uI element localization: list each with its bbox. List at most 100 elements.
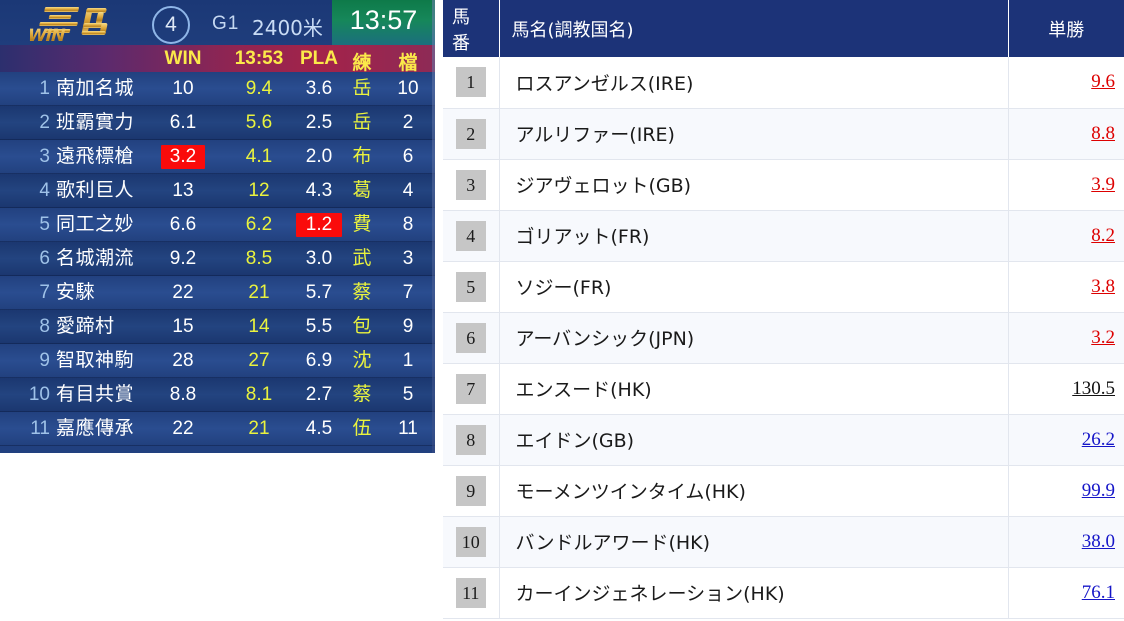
board-row-gate: 11 — [398, 418, 418, 439]
entry-row-odds-cell: 38.0 — [1008, 516, 1124, 568]
entry-table-row: 8 エイドン(GB) 26.2 — [443, 414, 1124, 466]
board-row-number: 4 — [39, 180, 50, 201]
board-row-horse-name: 歌利巨人 — [56, 179, 135, 201]
board-row-trainer: 蔡 — [352, 281, 372, 303]
header-win-odds: 単勝 — [1008, 0, 1124, 57]
win-odds-link[interactable]: 9.6 — [1091, 71, 1115, 93]
board-row-horse-name: 班霸實力 — [56, 111, 135, 133]
board-row-win-odds: 28 — [172, 350, 194, 371]
win-odds-link[interactable]: 3.8 — [1091, 275, 1115, 297]
win-odds-link[interactable]: 130.5 — [1072, 377, 1115, 399]
entry-row-odds-cell: 3.9 — [1008, 159, 1124, 211]
current-time: 13:57 — [349, 5, 418, 35]
entry-row-odds-cell: 76.1 — [1008, 567, 1124, 619]
board-row-gate: 5 — [402, 384, 414, 405]
entry-row-number-cell: 5 — [443, 261, 500, 313]
board-row-horse-name: 名城潮流 — [56, 247, 135, 269]
board-row-gate: 6 — [402, 146, 414, 167]
board-row-horse-name: 南加名城 — [56, 77, 135, 99]
board-row-prev-odds: 27 — [248, 350, 270, 371]
board-row: 5 同工之妙 6.6 6.2 1.2 費 8 — [0, 208, 435, 242]
entry-row-number-cell: 8 — [443, 414, 500, 466]
board-row-number: 5 — [39, 214, 50, 235]
board-row-trainer: 沈 — [352, 349, 372, 371]
board-column-header: WIN 13:53 PLA 練 檔 — [0, 45, 435, 74]
win-odds-link[interactable]: 3.2 — [1091, 326, 1115, 348]
board-row: 11 嘉應傳承 22 21 4.5 伍 11 — [0, 412, 435, 446]
entry-table-row: 9 モーメンツインタイム(HK) 99.9 — [443, 465, 1124, 517]
board-row: 7 安騋 22 21 5.7 蔡 7 — [0, 276, 435, 310]
board-header: WIN 4 G1 2400米 13:57 — [0, 0, 435, 45]
board-row-place-odds: 5.5 — [305, 316, 333, 337]
board-row-gate: 1 — [402, 350, 414, 371]
board-row-number: 1 — [39, 78, 50, 99]
entry-row-horse-name: アーバンシック(JPN) — [499, 312, 1009, 364]
board-row-horse-name: 嘉應傳承 — [56, 417, 135, 439]
board-row: 1 南加名城 10 9.4 3.6 岳 10 — [0, 72, 435, 106]
board-row-gate: 4 — [402, 180, 414, 201]
board-row-horse-name: 有目共賞 — [56, 383, 135, 405]
win-odds-link[interactable]: 76.1 — [1081, 581, 1115, 603]
board-row-win-odds: 8.8 — [169, 384, 197, 405]
entry-row-odds-cell: 8.2 — [1008, 210, 1124, 262]
board-row-horse-name: 同工之妙 — [56, 213, 135, 235]
win-odds-link[interactable]: 8.8 — [1091, 122, 1115, 144]
entry-row-odds-cell: 26.2 — [1008, 414, 1124, 466]
entry-table: 馬番 馬名(調教国名) 単勝 1 ロスアンゼルス(IRE) 9.6 2 アルリファー(I… — [443, 0, 1124, 619]
board-row-trainer: 武 — [352, 247, 372, 269]
board-right-edge — [432, 0, 435, 453]
board-row-gate: 10 — [397, 78, 419, 99]
board-row-trainer: 葛 — [352, 179, 372, 201]
board-row-number: 11 — [30, 418, 50, 439]
board-row-place-odds: 6.9 — [305, 350, 333, 371]
board-row-trainer: 蔡 — [352, 383, 372, 405]
race-distance-label: 2400米 — [252, 16, 323, 40]
entry-row-horse-name: エンスード(HK) — [499, 363, 1009, 415]
horse-number-badge: 10 — [455, 526, 486, 557]
entry-row-odds-cell: 3.8 — [1008, 261, 1124, 313]
entry-table-row: 7 エンスード(HK) 130.5 — [443, 363, 1124, 415]
board-row-win-odds: 6.6 — [169, 214, 197, 235]
entry-row-horse-name: カーインジェネレーション(HK) — [499, 567, 1009, 619]
board-row-number: 7 — [39, 282, 50, 303]
entry-row-number-cell: 2 — [443, 108, 500, 160]
board-row-trainer: 布 — [352, 145, 372, 167]
horse-number-badge: 3 — [455, 169, 486, 200]
entry-row-number-cell: 10 — [443, 516, 500, 568]
board-row-prev-odds: 9.4 — [245, 78, 273, 99]
board-row-win-odds: 13 — [172, 180, 194, 201]
board-row-trainer: 岳 — [352, 77, 372, 99]
race-number-badge: 4 — [152, 6, 190, 44]
win-logo-icon: WIN — [22, 3, 142, 45]
board-row: 8 愛蹄村 15 14 5.5 包 9 — [0, 310, 435, 344]
win-odds-link[interactable]: 38.0 — [1081, 530, 1115, 552]
board-row-place-odds: 2.7 — [305, 384, 333, 405]
clock-panel: 13:57 — [332, 0, 435, 45]
entry-row-horse-name: バンドルアワード(HK) — [499, 516, 1009, 568]
entry-row-number-cell: 3 — [443, 159, 500, 211]
horse-number-badge: 6 — [455, 322, 486, 353]
board-row-number: 6 — [39, 248, 50, 269]
entry-row-odds-cell: 99.9 — [1008, 465, 1124, 517]
entry-row-odds-cell: 8.8 — [1008, 108, 1124, 160]
win-odds-link[interactable]: 26.2 — [1081, 428, 1115, 450]
board-row-prev-odds: 6.2 — [245, 214, 273, 235]
board-row: 3 遠飛標槍 3.2 4.1 2.0 布 6 — [0, 140, 435, 174]
board-row-prev-odds: 8.5 — [245, 248, 273, 269]
horse-number-badge: 11 — [455, 577, 486, 608]
win-odds-link[interactable]: 8.2 — [1091, 224, 1115, 246]
board-row-number: 2 — [39, 112, 50, 133]
column-header-pla: PLA — [300, 48, 338, 69]
entry-row-number-cell: 6 — [443, 312, 500, 364]
board-row-prev-odds: 21 — [248, 418, 270, 439]
board-row-trainer: 包 — [352, 315, 372, 337]
entry-row-odds-cell: 9.6 — [1008, 57, 1124, 109]
win-odds-link[interactable]: 3.9 — [1091, 173, 1115, 195]
board-row-place-odds: 5.7 — [305, 282, 333, 303]
entry-table-panel: 馬番 馬名(調教国名) 単勝 1 ロスアンゼルス(IRE) 9.6 2 アルリファー(I… — [443, 0, 1124, 621]
horse-number-badge: 1 — [455, 67, 486, 98]
board-row-horse-name: 安騋 — [56, 281, 96, 303]
entry-table-row: 2 アルリファー(IRE) 8.8 — [443, 108, 1124, 160]
board-row-prev-odds: 12 — [248, 180, 270, 201]
win-odds-link[interactable]: 99.9 — [1081, 479, 1115, 501]
